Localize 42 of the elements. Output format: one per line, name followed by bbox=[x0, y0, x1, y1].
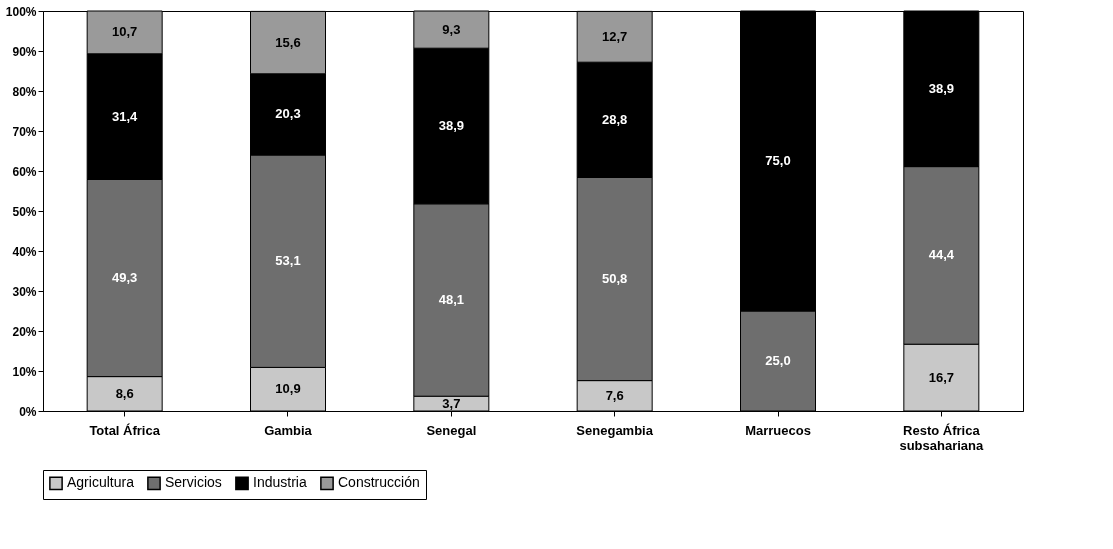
y-tick-label: 20% bbox=[12, 324, 37, 339]
y-tick-label: 60% bbox=[12, 164, 37, 179]
data-label: 48,1 bbox=[438, 292, 464, 307]
legend-label: Construcción bbox=[338, 474, 420, 491]
legend-label: Servicios bbox=[165, 474, 222, 491]
data-label: 25,0 bbox=[765, 353, 791, 368]
data-label: 31,4 bbox=[112, 108, 139, 124]
data-label: 53,1 bbox=[275, 253, 301, 269]
data-label: 50,8 bbox=[602, 271, 628, 286]
data-label: 15,6 bbox=[275, 34, 301, 50]
x-tick-label: Senegal bbox=[426, 422, 477, 438]
data-label: 10,7 bbox=[112, 24, 138, 40]
legend-label: Industria bbox=[253, 474, 307, 491]
data-label: 44,4 bbox=[928, 247, 955, 263]
y-tick-label: 40% bbox=[12, 244, 37, 259]
data-label: 8,6 bbox=[115, 385, 134, 401]
data-label: 3,7 bbox=[442, 395, 461, 411]
y-tick-label: 80% bbox=[12, 84, 37, 99]
data-label: 75,0 bbox=[765, 153, 791, 168]
data-label: 49,3 bbox=[112, 270, 138, 285]
data-label: 7,6 bbox=[605, 387, 624, 403]
x-tick-label: Marruecos bbox=[745, 422, 811, 438]
x-tick-label: Total África bbox=[89, 422, 161, 438]
y-tick-label: 30% bbox=[12, 284, 37, 299]
y-tick-label: 90% bbox=[12, 44, 37, 59]
x-tick-label: Resto África subsahariana bbox=[899, 422, 984, 453]
y-tick-label: 10% bbox=[12, 364, 37, 379]
data-label: 38,9 bbox=[928, 80, 954, 96]
y-tick-label: 100% bbox=[5, 4, 37, 19]
legend-label: Agricultura bbox=[67, 474, 135, 491]
data-label: 28,8 bbox=[602, 111, 628, 127]
data-label: 10,9 bbox=[275, 381, 301, 397]
y-tick-label: 0% bbox=[19, 404, 37, 419]
data-label: 20,3 bbox=[275, 106, 301, 122]
y-tick-label: 70% bbox=[12, 124, 37, 139]
data-label: 38,9 bbox=[438, 118, 464, 133]
y-tick-label: 50% bbox=[12, 204, 37, 219]
data-label: 9,3 bbox=[442, 21, 461, 37]
x-tick-label: Gambia bbox=[264, 422, 313, 438]
x-tick-label: Senegambia bbox=[576, 422, 654, 438]
data-label: 16,7 bbox=[928, 369, 954, 385]
data-label: 12,7 bbox=[602, 28, 628, 44]
